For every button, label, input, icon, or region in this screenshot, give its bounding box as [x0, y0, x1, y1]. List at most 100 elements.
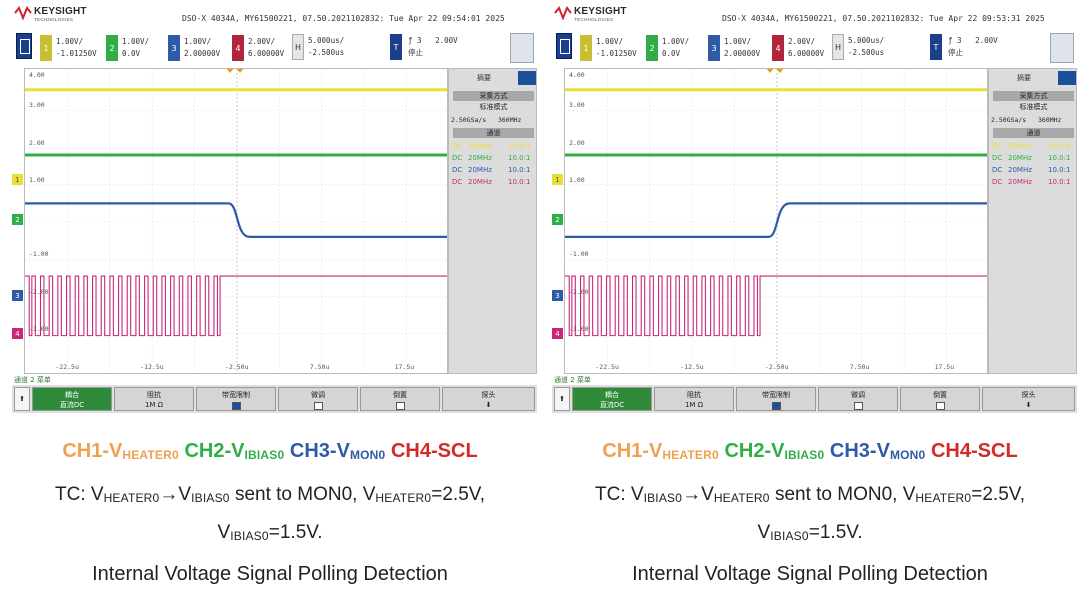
legend-ch1: CH1-VHEATER0 [602, 440, 719, 462]
y-tick-label: -1.00 [569, 250, 589, 259]
side-ch2-bw: 20MHz [468, 154, 492, 162]
channel-header: 通道 [453, 128, 534, 138]
timebase-badge[interactable]: H [292, 34, 304, 60]
keysight-wave-icon [14, 6, 32, 20]
timebase-delay: -2.500us [848, 48, 885, 57]
menu-up-button[interactable]: ⬆ [14, 387, 30, 411]
legend-ch2: CH2-VIBIAS0 [184, 440, 285, 462]
trigger-settings[interactable]: ƒ 3 2.00V 停止 [408, 35, 458, 59]
keysight-logo: KEYSIGHT TECHNOLOGIES [554, 6, 627, 26]
side-ch1-coupling: DC [992, 142, 1003, 150]
channel-1-scale: 1.00V/ [56, 37, 84, 46]
trigger-edge-icon: ƒ [408, 36, 413, 45]
ch4-ground-marker[interactable]: 4 [552, 328, 563, 339]
softkey-impedance[interactable]: 阻抗 1M Ω [654, 387, 734, 411]
figure-title-left: Internal Voltage Signal Polling Detectio… [92, 563, 448, 585]
side-ch3-ratio: 10.0:1 [508, 166, 531, 174]
timebase-settings[interactable]: 5.000us/ -2.500us [308, 35, 344, 59]
ch4-trace [565, 275, 987, 337]
brand-sub: TECHNOLOGIES [34, 17, 74, 22]
x-tick-label: -2.50u [225, 363, 249, 371]
sidebar-menu-icon[interactable] [518, 71, 536, 85]
timebase-badge[interactable]: H [832, 34, 844, 60]
ch1-ground-marker[interactable]: 1 [552, 174, 563, 185]
x-tick-label: -12.5u [680, 363, 704, 371]
channel-markers: 1 2 3 4 [552, 68, 564, 374]
trigger-position-marker [235, 69, 244, 73]
channel-3-scale: 1.00V/ [184, 37, 212, 46]
y-tick-label: 3.00 [569, 101, 585, 110]
scope-screenshot-left: KEYSIGHT TECHNOLOGIES DSO-X 4034A, MY6150… [12, 0, 537, 415]
timebase-scale: 5.000us/ [848, 36, 885, 45]
channel-2-offset: 0.0V [122, 49, 141, 58]
side-ch1-bw: 20MHz [468, 142, 492, 150]
softkey-impedance[interactable]: 阻抗 1M Ω [114, 387, 194, 411]
trigger-position-marker [775, 69, 784, 73]
ch4-ground-marker[interactable]: 4 [12, 328, 23, 339]
softkey-fine[interactable]: 微调 [818, 387, 898, 411]
channel-1-scale: 1.00V/ [596, 37, 624, 46]
channel-4-badge: 4 [232, 35, 244, 61]
trigger-status: 停止 [948, 48, 963, 57]
channel-2-badge: 2 [106, 35, 118, 61]
softkey-bw-limit-label: 带宽限制 [222, 391, 250, 399]
ch4-trace [25, 275, 447, 337]
model-line: DSO-X 4034A, MY61500221, 07.50.202110283… [722, 14, 1045, 23]
softkey-bw-limit[interactable]: 带宽限制 [196, 387, 276, 411]
brand-sub: TECHNOLOGIES [574, 17, 614, 22]
y-tick-label: -3.00 [29, 324, 49, 333]
invert-indicator [395, 402, 405, 410]
softkey-probe[interactable]: 探头 ⬇ [982, 387, 1075, 411]
waveform-display[interactable]: 4.00 3.00 2.00 1.00 -1.00 -2.00 -3.00 -22.5u -12… [564, 68, 988, 374]
side-ch4-bw: 20MHz [1008, 178, 1032, 186]
sample-rate-row: 2.50GSa/s 360MHz [451, 115, 536, 125]
channel-2-offset: 0.0V [662, 49, 681, 58]
softkey-probe[interactable]: 探头 ⬇ [442, 387, 535, 411]
softkey-coupling[interactable]: 耦合 直流DC [572, 387, 652, 411]
trigger-mode-icon[interactable] [1050, 33, 1074, 63]
acq-mode: 标准模式 [1019, 103, 1048, 111]
sidebar-menu-icon[interactable] [1058, 71, 1076, 85]
softkey-invert[interactable]: 倒置 [360, 387, 440, 411]
y-tick-label: -2.00 [569, 287, 589, 296]
scope-screenshot-right: KEYSIGHT TECHNOLOGIES DSO-X 4034A, MY6150… [552, 0, 1077, 415]
softkey-invert[interactable]: 倒置 [900, 387, 980, 411]
softkey-fine-label: 微调 [311, 391, 325, 399]
ch3-trace [25, 202, 447, 238]
summary-tab[interactable]: 摘要 [1017, 74, 1031, 82]
side-row-ch1: DC 20MHz 10.0:1 [452, 141, 536, 151]
ch3-ground-marker[interactable]: 3 [12, 290, 23, 301]
run-stop-icon[interactable] [556, 33, 572, 59]
summary-tab[interactable]: 摘要 [477, 74, 491, 82]
x-tick-label: 17.5u [934, 363, 955, 371]
legend-ch4: CH4-SCL [930, 440, 1018, 462]
ch2-ground-marker[interactable]: 2 [12, 214, 23, 225]
ch3-ground-marker[interactable]: 3 [552, 290, 563, 301]
waveform-svg [565, 69, 987, 373]
legend-ch2: CH2-VIBIAS0 [724, 440, 825, 462]
softkey-bw-limit[interactable]: 带宽限制 [736, 387, 816, 411]
run-stop-icon[interactable] [16, 33, 32, 59]
test-case-line1-right: TC: VIBIAS0→VHEATER0 sent to MON0, VHEAT… [595, 484, 1025, 505]
trigger-badge[interactable]: T [930, 34, 942, 60]
model-line: DSO-X 4034A, MY61500221, 07.50.202110283… [182, 14, 505, 23]
summary-sidebar: 摘要 采集方式 标准模式 2.50GSa/s 360MHz 通道 DC 20MHz… [448, 68, 537, 374]
channel-3-scale: 1.00V/ [724, 37, 752, 46]
softkey-bar: ⬆ 耦合 直流DC 阻抗 1M Ω 带宽限制 微调 倒置 探头 ⬇ [552, 385, 1077, 413]
channel-1-offset: -1.01250V [596, 49, 637, 58]
waveform-display[interactable]: 4.00 3.00 2.00 1.00 -1.00 -2.00 -3.00 -22.5u -12… [24, 68, 448, 374]
side-ch3-coupling: DC [992, 166, 1003, 174]
ch1-ground-marker[interactable]: 1 [12, 174, 23, 185]
side-ch1-bw: 20MHz [1008, 142, 1032, 150]
side-ch2-bw: 20MHz [1008, 154, 1032, 162]
softkey-fine[interactable]: 微调 [278, 387, 358, 411]
sample-rate-row: 2.50GSa/s 360MHz [991, 115, 1076, 125]
trigger-badge[interactable]: T [390, 34, 402, 60]
softkey-coupling[interactable]: 耦合 直流DC [32, 387, 112, 411]
menu-up-button[interactable]: ⬆ [554, 387, 570, 411]
timebase-settings[interactable]: 5.000us/ -2.500us [848, 35, 884, 59]
trigger-settings[interactable]: ƒ 3 2.00V 停止 [948, 35, 998, 59]
ch2-ground-marker[interactable]: 2 [552, 214, 563, 225]
bandwidth: 360MHz [497, 116, 522, 124]
trigger-mode-icon[interactable] [510, 33, 534, 63]
